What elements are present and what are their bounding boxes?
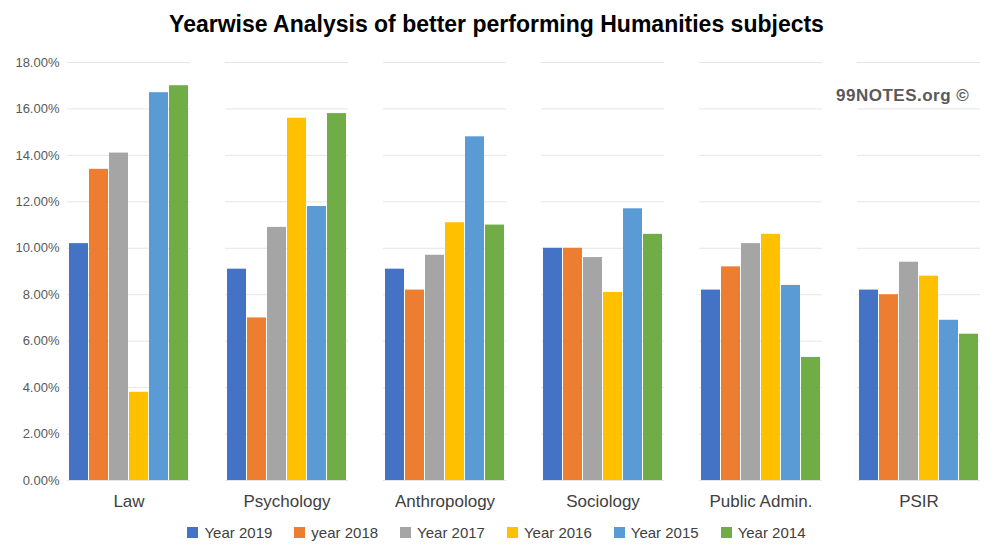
- svg-text:4.00%: 4.00%: [23, 380, 60, 395]
- html-text:year 2018: year 2018: [311, 524, 379, 541]
- html-text:99NOTES.org ©: 99NOTES.org ©: [836, 86, 970, 105]
- svg-text:8.00%: 8.00%: [23, 287, 60, 302]
- svg-text:14.00%: 14.00%: [15, 148, 60, 163]
- svg-text:Law: Law: [113, 492, 145, 511]
- svg-text:16.00%: 16.00%: [15, 101, 60, 116]
- svg-text:Anthropology: Anthropology: [395, 492, 496, 511]
- svg-text:Psychology: Psychology: [244, 492, 331, 511]
- html-text:Year 2019: Year 2019: [204, 524, 273, 541]
- html-text:Year 2017: Year 2017: [417, 524, 485, 541]
- svg-text:PSIR: PSIR: [899, 492, 939, 511]
- svg-text:12.00%: 12.00%: [15, 194, 60, 209]
- svg-text:2.00%: 2.00%: [23, 426, 60, 441]
- svg-text:6.00%: 6.00%: [23, 333, 60, 348]
- svg-text:18.00%: 18.00%: [15, 55, 60, 70]
- svg-text:Sociology: Sociology: [566, 492, 640, 511]
- html-text:Year 2014: Year 2014: [737, 524, 806, 541]
- html-text:Year 2016: Year 2016: [523, 524, 592, 541]
- svg-text:0.00%: 0.00%: [23, 473, 60, 488]
- html-text:Yearwise Analysis of better pe: Yearwise Analysis of better performing H…: [169, 11, 824, 37]
- svg-text:Public Admin.: Public Admin.: [710, 492, 813, 511]
- svg-text:10.00%: 10.00%: [15, 240, 60, 255]
- html-text:Year 2015: Year 2015: [630, 524, 699, 541]
